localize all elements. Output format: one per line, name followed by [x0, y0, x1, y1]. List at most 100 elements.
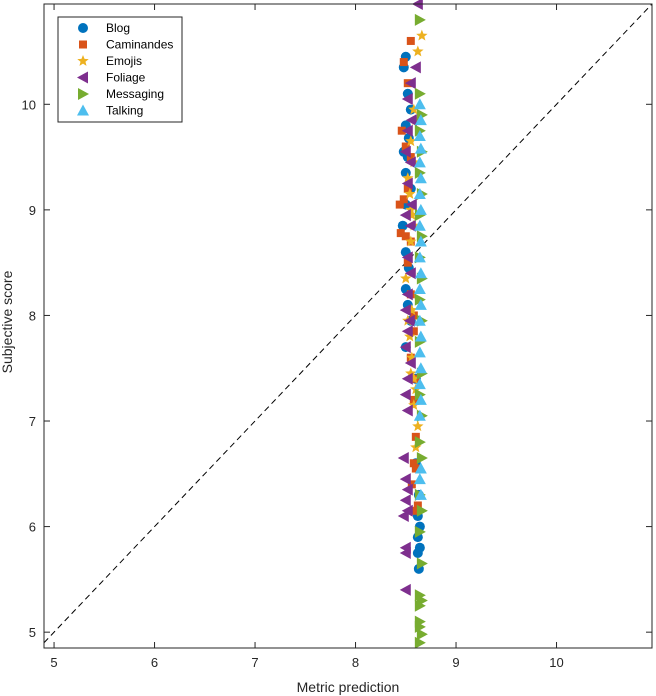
y-tick-label: 8 [29, 308, 36, 323]
data-point [399, 145, 411, 158]
data-point [406, 36, 415, 45]
data-point [403, 258, 412, 267]
legend-item-blog: Blog [78, 21, 130, 35]
data-point [401, 124, 413, 137]
data-point [401, 288, 413, 301]
data-point [405, 198, 417, 211]
data-point [399, 388, 411, 401]
data-point [412, 547, 423, 558]
y-tick-label: 9 [29, 203, 36, 218]
data-point [411, 464, 420, 473]
data-point [414, 298, 427, 310]
legend-marker [77, 104, 89, 116]
data-point [401, 93, 413, 106]
identity-reference-line [43, 3, 653, 644]
data-point [414, 525, 426, 538]
data-point [399, 304, 411, 317]
data-point [406, 304, 418, 316]
data-point [414, 124, 426, 137]
data-point [413, 409, 426, 421]
x-tick-label: 6 [151, 655, 158, 670]
legend-label: Caminandes [106, 38, 173, 52]
data-point [400, 272, 412, 284]
data-point [403, 314, 415, 327]
legend-label: Blog [106, 21, 130, 35]
data-point [399, 195, 408, 204]
data-point [395, 200, 404, 209]
data-point [401, 177, 413, 190]
data-point [414, 488, 427, 500]
data-point [414, 599, 426, 612]
data-point [414, 87, 426, 100]
data-point [408, 399, 420, 411]
data-point [414, 114, 427, 126]
data-point [404, 77, 416, 90]
legend-item-caminandes: Caminandes [79, 38, 173, 52]
data-point [399, 583, 411, 596]
x-axis-label: Metric prediction [297, 679, 400, 695]
legend-marker [79, 40, 87, 49]
data-point [416, 628, 428, 641]
data-point [397, 451, 409, 464]
x-tick-label: 10 [549, 655, 563, 670]
legend-item-messaging: Messaging [78, 87, 164, 101]
data-point [399, 494, 411, 507]
data-point [399, 473, 411, 486]
data-point [414, 636, 426, 649]
data-point [401, 251, 413, 264]
data-point [397, 126, 406, 135]
data-point [414, 462, 427, 474]
data-point [401, 232, 410, 241]
data-point [405, 367, 417, 379]
data-point [413, 98, 426, 110]
plot-area [43, 3, 653, 644]
data-point [406, 153, 415, 162]
data-point [414, 293, 426, 306]
data-point [409, 61, 421, 74]
legend-label: Emojis [106, 54, 142, 68]
data-point [408, 372, 420, 384]
y-tick-label: 7 [29, 414, 36, 429]
data-point [405, 235, 417, 247]
x-tick-label: 8 [352, 655, 359, 670]
data-point [397, 510, 409, 523]
data-point [401, 372, 413, 385]
legend: Blog Caminandes Emojis Foliage Messaging Talk… [57, 16, 183, 123]
legend-marker [78, 88, 89, 100]
data-points [395, 0, 428, 649]
data-point [413, 314, 426, 326]
data-point [403, 184, 412, 193]
legend-label: Foliage [106, 71, 146, 85]
data-point [416, 29, 428, 41]
data-point [409, 327, 418, 336]
data-point [412, 420, 424, 432]
data-point [409, 506, 418, 515]
data-point [404, 356, 416, 369]
axes: 5 6 7 8 9 10 5 6 7 8 9 10 [22, 3, 653, 670]
x-tick-label: 9 [452, 655, 459, 670]
data-point [413, 378, 426, 390]
x-tick-label: 5 [50, 655, 57, 670]
data-point [413, 129, 426, 141]
data-point [413, 346, 426, 358]
data-point [404, 267, 416, 280]
data-point [409, 459, 418, 468]
data-point [412, 45, 424, 57]
data-point [414, 362, 427, 374]
data-point [399, 341, 411, 354]
legend-marker [77, 71, 88, 84]
data-point [406, 209, 418, 220]
data-point [401, 483, 413, 496]
y-tick-label: 10 [22, 97, 36, 112]
data-point [414, 203, 427, 215]
plot-frame [43, 3, 653, 649]
data-point [405, 114, 417, 127]
legend-marker [78, 23, 88, 33]
data-point [408, 103, 420, 115]
series-talking [413, 98, 427, 500]
data-point [411, 0, 423, 10]
data-point [404, 188, 416, 199]
data-point [414, 142, 427, 154]
data-point [413, 188, 426, 200]
